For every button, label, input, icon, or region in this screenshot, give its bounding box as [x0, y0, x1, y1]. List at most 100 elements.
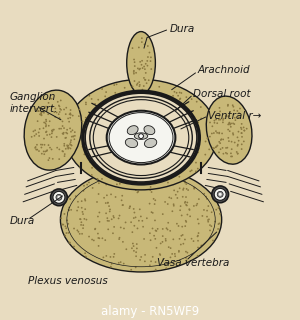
Circle shape: [53, 111, 55, 113]
Circle shape: [232, 132, 234, 134]
Circle shape: [179, 209, 181, 211]
Circle shape: [149, 232, 151, 234]
Circle shape: [227, 129, 229, 131]
Circle shape: [47, 159, 49, 161]
Circle shape: [181, 226, 183, 228]
Circle shape: [176, 144, 178, 146]
Circle shape: [154, 238, 156, 240]
Circle shape: [230, 152, 232, 154]
Circle shape: [151, 191, 152, 193]
Circle shape: [39, 128, 41, 130]
Circle shape: [185, 251, 187, 252]
Circle shape: [130, 269, 132, 271]
Circle shape: [238, 140, 239, 142]
Circle shape: [181, 235, 182, 237]
Circle shape: [222, 119, 224, 121]
Circle shape: [58, 106, 60, 107]
Circle shape: [128, 132, 130, 134]
Circle shape: [130, 103, 132, 105]
Circle shape: [101, 178, 103, 180]
Circle shape: [246, 128, 248, 130]
Circle shape: [44, 151, 46, 152]
Circle shape: [231, 148, 233, 150]
Circle shape: [189, 215, 191, 217]
Circle shape: [95, 142, 97, 144]
Circle shape: [137, 191, 139, 193]
Circle shape: [110, 128, 112, 130]
Circle shape: [51, 189, 67, 206]
Circle shape: [190, 110, 192, 112]
Circle shape: [79, 233, 81, 235]
Circle shape: [229, 111, 231, 113]
Circle shape: [58, 113, 60, 115]
Circle shape: [181, 214, 183, 216]
Circle shape: [58, 128, 60, 130]
Circle shape: [172, 238, 174, 240]
Circle shape: [198, 223, 200, 225]
Circle shape: [142, 89, 143, 91]
Circle shape: [131, 247, 133, 249]
Circle shape: [136, 84, 138, 86]
Circle shape: [197, 235, 199, 236]
Circle shape: [58, 148, 60, 150]
Circle shape: [124, 114, 126, 116]
Circle shape: [68, 223, 69, 225]
Circle shape: [228, 115, 230, 117]
Circle shape: [49, 133, 51, 135]
Circle shape: [157, 180, 159, 182]
Circle shape: [152, 256, 154, 258]
Circle shape: [133, 245, 134, 247]
Circle shape: [41, 144, 43, 146]
Circle shape: [87, 142, 89, 144]
Circle shape: [53, 191, 65, 203]
Circle shape: [145, 162, 147, 163]
Circle shape: [167, 171, 168, 173]
Circle shape: [243, 126, 244, 128]
Circle shape: [196, 124, 198, 126]
Circle shape: [62, 132, 64, 134]
Circle shape: [165, 267, 167, 269]
Circle shape: [182, 166, 183, 168]
Circle shape: [225, 115, 227, 117]
Circle shape: [130, 184, 132, 186]
Circle shape: [64, 155, 65, 157]
Circle shape: [67, 117, 69, 119]
Circle shape: [127, 171, 129, 172]
Circle shape: [185, 96, 187, 98]
Circle shape: [156, 135, 158, 137]
Circle shape: [178, 225, 179, 227]
Circle shape: [84, 200, 86, 202]
Circle shape: [74, 135, 76, 137]
Circle shape: [165, 240, 167, 242]
Circle shape: [220, 139, 222, 141]
Circle shape: [184, 239, 186, 240]
Circle shape: [173, 189, 175, 191]
Circle shape: [103, 197, 105, 199]
Text: Plexus venosus: Plexus venosus: [28, 276, 107, 286]
Circle shape: [104, 95, 106, 97]
Circle shape: [153, 144, 155, 146]
Circle shape: [79, 108, 80, 110]
Circle shape: [38, 110, 40, 112]
Circle shape: [220, 148, 221, 150]
Circle shape: [198, 232, 200, 234]
Circle shape: [195, 154, 197, 155]
Circle shape: [103, 106, 105, 108]
Circle shape: [51, 136, 52, 138]
Circle shape: [137, 127, 139, 128]
Circle shape: [167, 222, 169, 224]
Circle shape: [153, 108, 155, 109]
Circle shape: [108, 175, 110, 177]
Circle shape: [65, 148, 67, 150]
Circle shape: [111, 263, 112, 265]
Circle shape: [155, 182, 157, 184]
Circle shape: [208, 148, 210, 150]
Circle shape: [124, 114, 126, 115]
Circle shape: [118, 102, 120, 104]
Circle shape: [98, 212, 100, 213]
Circle shape: [82, 213, 84, 215]
Circle shape: [124, 124, 126, 126]
Circle shape: [70, 144, 72, 146]
Circle shape: [98, 182, 100, 184]
Circle shape: [171, 253, 173, 255]
